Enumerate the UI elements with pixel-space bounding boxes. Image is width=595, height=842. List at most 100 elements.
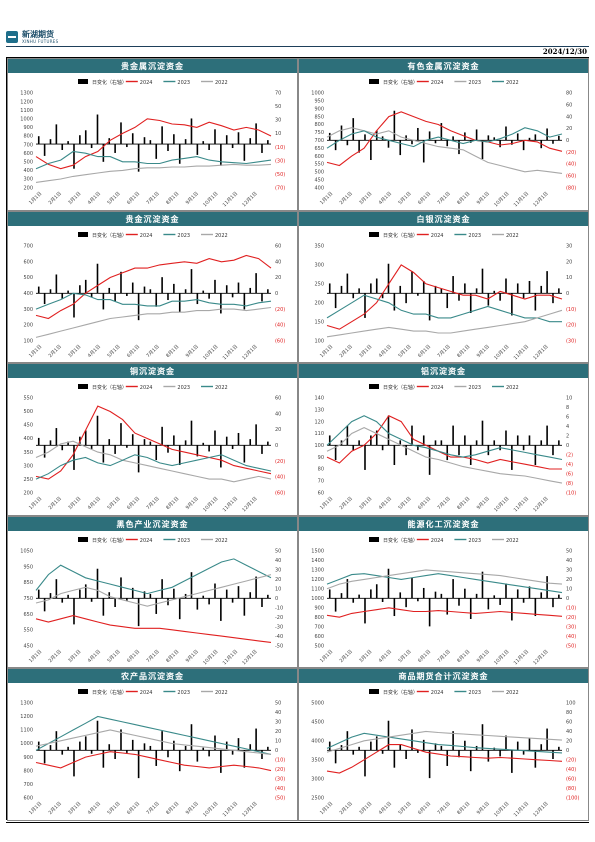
chart-legend: 日变化（右轴） 2024 2023 2022 bbox=[369, 79, 519, 86]
y-tick-label: 750 bbox=[23, 596, 33, 602]
y2-tick-label: (10) bbox=[275, 145, 285, 151]
daily-change-bar bbox=[328, 132, 331, 141]
x-tick-label: 11月1日 bbox=[222, 496, 239, 513]
x-tick-label: 11月1日 bbox=[513, 801, 530, 818]
daily-change-bar bbox=[516, 589, 519, 599]
y-tick-label: 1100 bbox=[20, 108, 33, 114]
daily-change-bar bbox=[411, 577, 413, 599]
daily-change-bar bbox=[417, 292, 419, 296]
daily-change-bar bbox=[37, 589, 40, 599]
x-tick-label: 8月1日 bbox=[456, 343, 471, 358]
daily-change-bar bbox=[552, 292, 554, 303]
x-tick-label: 7月1日 bbox=[436, 191, 451, 206]
daily-change-bar bbox=[184, 746, 187, 751]
legend-swatch bbox=[369, 384, 380, 390]
series-line-2023 bbox=[35, 558, 272, 594]
daily-change-bar bbox=[55, 428, 58, 446]
y2-tick-label: 20 bbox=[566, 739, 572, 745]
chart-panel: 铜沉淀资金 日变化（右轴） 2024 2023 2022 550 500 450 400 350 3… bbox=[7, 363, 298, 516]
y2-tick-label: 40 bbox=[275, 259, 281, 265]
daily-change-bar bbox=[434, 285, 437, 293]
daily-change-bar bbox=[90, 144, 93, 149]
daily-change-bar bbox=[178, 144, 181, 164]
daily-change-bar bbox=[249, 287, 252, 293]
daily-change-bar bbox=[540, 592, 543, 599]
daily-change-bar bbox=[393, 292, 396, 311]
y-tick-label: 60 bbox=[318, 490, 324, 496]
x-tick-label: 12月1日 bbox=[532, 649, 549, 666]
y-tick-label: 1100 bbox=[20, 728, 33, 734]
daily-change-bar bbox=[405, 750, 407, 760]
y2-tick-label: 0 bbox=[566, 291, 569, 297]
daily-change-bar bbox=[352, 118, 355, 141]
daily-change-bar bbox=[61, 598, 64, 603]
daily-change-bar bbox=[434, 440, 437, 446]
legend-label: 2024 bbox=[140, 690, 153, 696]
y-tick-label: 400 bbox=[23, 168, 33, 174]
daily-change-bar bbox=[405, 445, 407, 456]
daily-change-bar bbox=[328, 435, 331, 446]
y-tick-label: 150 bbox=[314, 319, 324, 325]
y-tick-label: 900 bbox=[314, 106, 324, 112]
x-tick-label: 8月1日 bbox=[165, 801, 180, 816]
daily-change-bar bbox=[540, 744, 543, 751]
daily-change-bar bbox=[173, 134, 175, 145]
daily-change-bar bbox=[464, 435, 466, 446]
y2-tick-label: (100) bbox=[566, 796, 579, 802]
x-tick-label: 12月1日 bbox=[532, 496, 549, 513]
x-tick-label: 11月1日 bbox=[222, 649, 239, 666]
chart-svg: 日变化（右轴） 2024 2023 2022 1300 1200 1100 1000 900 80… bbox=[20, 79, 285, 208]
daily-change-bar bbox=[37, 438, 40, 446]
chart-title: 贵金属沉淀资金 bbox=[8, 59, 297, 73]
y2-tick-label: (40) bbox=[275, 475, 285, 481]
y-tick-label: 400 bbox=[23, 291, 33, 297]
daily-change-bar bbox=[225, 436, 228, 446]
daily-change-bar bbox=[364, 750, 366, 777]
legend-label: 2022 bbox=[215, 690, 228, 696]
daily-change-bar bbox=[511, 140, 513, 145]
daily-change-bar bbox=[458, 140, 460, 155]
daily-change-bar bbox=[328, 589, 331, 599]
daily-change-bar bbox=[417, 445, 419, 451]
x-tick-label: 12月1日 bbox=[241, 191, 258, 208]
y-tick-label: 250 bbox=[314, 281, 324, 287]
legend-label: 日变化（右轴） bbox=[383, 537, 418, 544]
daily-change-bar bbox=[422, 140, 425, 163]
daily-change-bar bbox=[190, 420, 193, 446]
daily-change-bar bbox=[440, 746, 443, 751]
daily-change-bar bbox=[249, 592, 252, 599]
daily-change-bar bbox=[208, 598, 210, 605]
y-tick-label: 700 bbox=[314, 624, 324, 630]
y-tick-label: 1400 bbox=[311, 558, 324, 564]
daily-change-bar bbox=[149, 441, 152, 446]
daily-change-bar bbox=[558, 747, 560, 751]
daily-change-bar bbox=[208, 144, 210, 150]
y-tick-label: 1000 bbox=[311, 91, 324, 97]
legend-label: 2022 bbox=[215, 80, 228, 86]
y2-tick-label: 2 bbox=[566, 434, 569, 440]
legend-swatch bbox=[78, 689, 89, 695]
daily-change-bar bbox=[37, 286, 40, 293]
x-tick-label: 12月1日 bbox=[532, 343, 549, 360]
y2-tick-label: (30) bbox=[275, 777, 285, 783]
y2-tick-label: (10) bbox=[275, 758, 285, 764]
x-tick-label: 3月1日 bbox=[67, 649, 82, 664]
daily-change-bar bbox=[481, 140, 484, 160]
x-tick-label: 4月1日 bbox=[378, 649, 393, 664]
y2-tick-label: 20 bbox=[566, 126, 572, 132]
daily-change-bar bbox=[352, 750, 355, 756]
daily-change-bar bbox=[43, 292, 46, 304]
x-tick-label: 3月1日 bbox=[67, 801, 82, 816]
daily-change-bar bbox=[167, 144, 169, 151]
series-line-2022 bbox=[326, 731, 563, 754]
y-tick-label: 900 bbox=[23, 125, 33, 131]
daily-change-bar bbox=[261, 144, 263, 153]
x-tick-label: 1月1日 bbox=[319, 649, 334, 664]
legend-label: 日变化（右轴） bbox=[383, 232, 418, 239]
daily-change-bar bbox=[405, 598, 407, 607]
daily-change-bar bbox=[481, 571, 484, 599]
y2-tick-label: (2) bbox=[566, 453, 573, 459]
daily-change-bar bbox=[149, 746, 152, 751]
daily-change-bar bbox=[208, 292, 210, 299]
daily-change-bar bbox=[167, 750, 169, 758]
